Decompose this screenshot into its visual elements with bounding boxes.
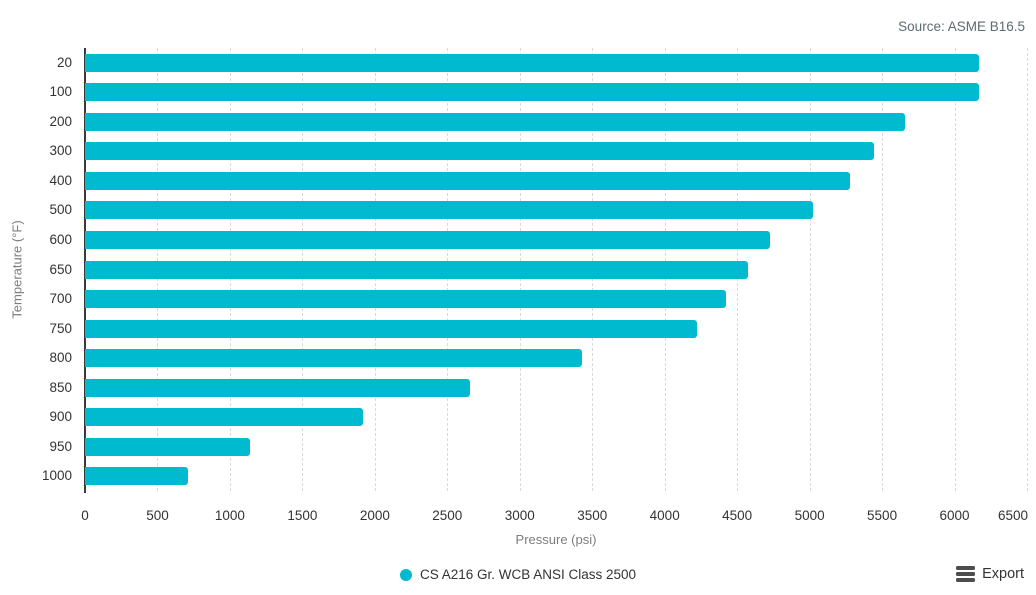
bar: [85, 290, 727, 309]
y-axis-title: Temperature (°F): [9, 220, 25, 319]
hamburger-icon: [956, 566, 976, 582]
gridline: [1027, 48, 1028, 491]
bar: [85, 260, 749, 279]
y-tick-label: 200: [49, 113, 72, 129]
legend[interactable]: CS A216 Gr. WCB ANSI Class 2500: [0, 567, 1036, 582]
x-axis-title: Pressure (psi): [515, 532, 597, 547]
y-tick-label: 400: [49, 172, 72, 188]
x-tick-label: 0: [81, 508, 89, 523]
y-tick-label: 600: [49, 231, 72, 247]
legend-label: CS A216 Gr. WCB ANSI Class 2500: [419, 567, 637, 582]
x-tick-label: 6000: [939, 508, 970, 523]
x-tick-label: 2000: [359, 508, 390, 523]
bar: [85, 201, 814, 220]
bar: [85, 83, 980, 102]
bar: [85, 53, 980, 72]
source-note: Source: ASME B16.5: [898, 19, 1025, 34]
y-tick-label: 750: [49, 320, 72, 336]
x-tick-label: 1000: [214, 508, 245, 523]
gridline: [882, 48, 884, 491]
y-tick-label: 300: [49, 143, 72, 159]
x-tick-label: 1500: [287, 508, 318, 523]
bar: [85, 230, 771, 249]
y-tick-label: 650: [49, 261, 72, 277]
legend-marker-icon: [399, 568, 412, 581]
export-button-label: Export: [982, 566, 1024, 582]
bar: [85, 437, 251, 456]
y-tick-label: 700: [49, 291, 72, 307]
y-tick-label: 500: [49, 202, 72, 218]
gridline: [954, 48, 956, 491]
bar: [85, 171, 851, 190]
x-tick-label: 5000: [794, 508, 825, 523]
y-tick-label: 950: [49, 438, 72, 454]
export-button[interactable]: Export: [956, 564, 1024, 584]
y-tick-label: 20: [56, 54, 72, 70]
x-tick-label: 3000: [504, 508, 535, 523]
x-tick-label: 3500: [577, 508, 608, 523]
x-tick-label: 5500: [867, 508, 898, 523]
bar: [85, 378, 470, 397]
x-tick-label: 6500: [997, 508, 1029, 523]
bar: [85, 112, 905, 131]
bar: [85, 408, 363, 427]
bar: [85, 467, 188, 486]
plot-area: [85, 48, 1028, 491]
gridline: [809, 48, 811, 491]
x-tick-label: 4500: [722, 508, 753, 523]
bar: [85, 142, 875, 161]
bar: [85, 349, 583, 368]
bar: [85, 319, 698, 338]
y-tick-label: 850: [49, 379, 72, 395]
x-tick-label: 2500: [432, 508, 463, 523]
x-tick-label: 500: [146, 508, 169, 523]
y-tick-label: 800: [49, 350, 72, 366]
y-tick-label: 1000: [41, 468, 72, 484]
y-tick-label: 900: [49, 409, 72, 425]
y-tick-label: 100: [49, 84, 72, 100]
x-tick-label: 4000: [649, 508, 680, 523]
